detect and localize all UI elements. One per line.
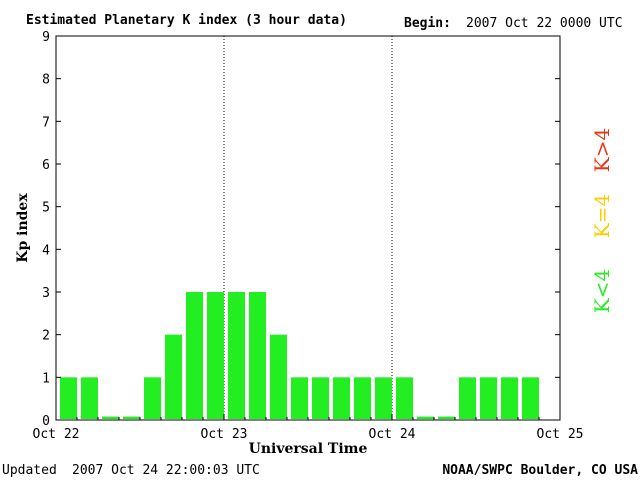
kp-bar bbox=[480, 377, 497, 419]
x-tick-label: Oct 24 bbox=[369, 427, 416, 442]
x-axis-label: Universal Time bbox=[249, 441, 368, 457]
kp-bar bbox=[522, 377, 539, 419]
y-tick-label: 4 bbox=[42, 243, 50, 258]
kp-bar bbox=[417, 416, 434, 419]
y-tick-label: 7 bbox=[42, 115, 50, 130]
kp-bar bbox=[438, 416, 455, 419]
y-tick-label: 0 bbox=[42, 414, 50, 429]
kp-bar bbox=[501, 377, 518, 419]
x-tick-label: Oct 25 bbox=[537, 427, 584, 442]
y-tick-label: 6 bbox=[42, 158, 50, 173]
kp-bar bbox=[459, 377, 476, 419]
kp-bar bbox=[228, 292, 245, 419]
y-tick-label: 1 bbox=[42, 371, 50, 386]
updated-value: 2007 Oct 24 22:00:03 UTC bbox=[72, 463, 260, 478]
kp-bar bbox=[123, 416, 140, 419]
begin-value: 2007 Oct 22 0000 UTC bbox=[466, 16, 623, 31]
kp-bar bbox=[312, 377, 329, 419]
kp-bar bbox=[333, 377, 350, 419]
legend-low: K<4 bbox=[590, 269, 614, 313]
kp-bar bbox=[249, 292, 266, 419]
y-tick-label: 3 bbox=[42, 286, 50, 301]
legend-high: K>4 bbox=[590, 128, 614, 172]
kp-bar bbox=[291, 377, 308, 419]
kp-bar bbox=[207, 292, 224, 419]
legend-equal: K=4 bbox=[590, 194, 614, 238]
kp-bar bbox=[186, 292, 203, 419]
kp-bar bbox=[375, 377, 392, 419]
chart-title: Estimated Planetary K index (3 hour data… bbox=[26, 13, 347, 28]
y-tick-label: 9 bbox=[42, 30, 50, 45]
kp-bar bbox=[270, 334, 287, 419]
kp-bar bbox=[354, 377, 371, 419]
plot-frame bbox=[55, 35, 561, 421]
y-tick-label: 8 bbox=[42, 73, 50, 88]
kp-bar bbox=[165, 334, 182, 419]
y-tick-label: 2 bbox=[42, 329, 50, 344]
kp-bar bbox=[81, 377, 98, 419]
y-tick-label: 5 bbox=[42, 201, 50, 216]
day-separators bbox=[223, 36, 393, 420]
x-ticks: Oct 22 Oct 23 Oct 24 Oct 25 bbox=[33, 414, 584, 442]
begin-label: Begin: bbox=[404, 16, 451, 31]
y-ticks: 0 1 2 3 4 5 6 7 8 9 bbox=[42, 30, 560, 429]
x-tick-label: Oct 23 bbox=[201, 427, 248, 442]
updated-label: Updated bbox=[2, 463, 57, 478]
x-tick-label: Oct 22 bbox=[33, 427, 80, 442]
kp-bar bbox=[396, 377, 413, 419]
y-axis-label: Kp index bbox=[15, 193, 31, 263]
kp-bar bbox=[144, 377, 161, 419]
bars bbox=[60, 292, 539, 419]
kp-bar bbox=[102, 416, 119, 419]
source-credit: NOAA/SWPC Boulder, CO USA bbox=[442, 463, 638, 478]
kp-bar bbox=[60, 377, 77, 419]
